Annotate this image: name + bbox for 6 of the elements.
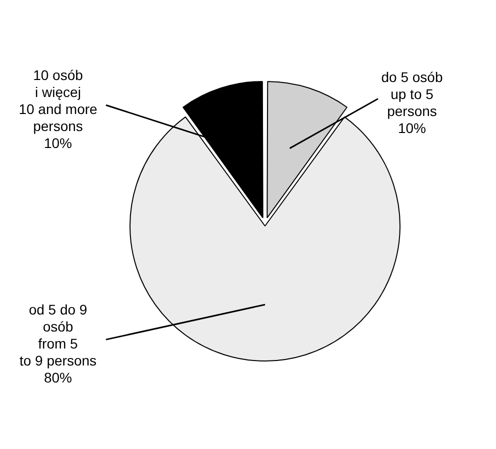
slice-label: od 5 do 9 osób from 5 to 9 persons	[19, 302, 97, 369]
data-label: 80%	[44, 370, 72, 386]
data-label: 10%	[44, 135, 72, 152]
slice-label: 10 osób i więcej 10 and more persons	[18, 67, 98, 134]
slice-label: do 5 osób up to 5 persons	[381, 69, 443, 120]
data-label: 10%	[398, 120, 426, 136]
